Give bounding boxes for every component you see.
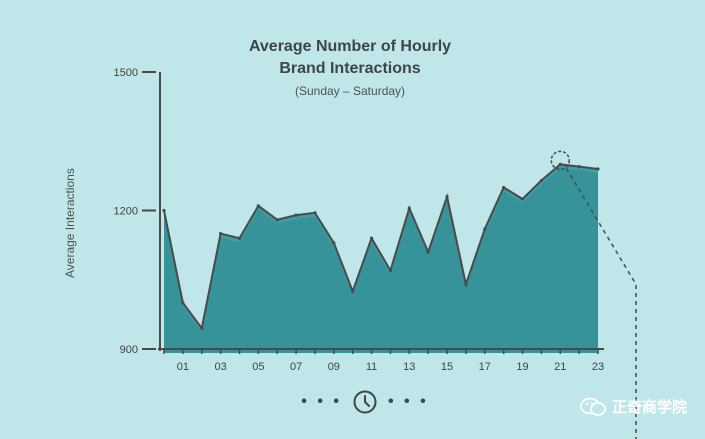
data-point-06 [275, 218, 279, 222]
y-axis-title: Average Interactions [63, 168, 77, 278]
wechat-icon [580, 397, 606, 416]
data-point-14 [426, 250, 430, 254]
data-point-11 [369, 236, 374, 240]
watermark-text: 正奇商学院 [611, 399, 687, 416]
data-point-12 [388, 268, 393, 273]
tick-layer: 900 1200 1500 01 03 05 07 09 11 13 15 17 19 21 23 [114, 67, 605, 373]
y-tick-label: 900 [120, 344, 138, 356]
data-point-00 [162, 208, 166, 213]
data-point-19 [520, 197, 525, 201]
highlight-circle [550, 150, 571, 171]
y-tick-label: 1200 [114, 206, 138, 218]
data-point-13 [407, 206, 411, 210]
chart-title: Average Number of Hourly Brand Interacti… [248, 38, 452, 77]
x-tick-label: 13 [403, 361, 415, 373]
x-tick-label: 21 [554, 361, 566, 373]
x-tick-label: 09 [328, 361, 340, 373]
y-tick-label: 1500 [114, 67, 138, 79]
data-point-22 [577, 165, 581, 169]
data-point-07 [294, 213, 298, 217]
clock-icon[interactable] [352, 389, 378, 415]
nav-dots-left: • • • [301, 393, 342, 410]
data-point-17 [483, 227, 487, 231]
data-point-02 [200, 326, 204, 330]
x-tick-label: 17 [479, 361, 491, 373]
data-point-23 [596, 167, 600, 171]
area-fill-shade [164, 168, 598, 353]
x-tick-label: 03 [214, 361, 226, 373]
data-point-16 [464, 282, 468, 286]
area-layer [162, 162, 600, 353]
data-point-21 [558, 162, 562, 166]
watermark: 正奇商学院 [580, 396, 687, 417]
x-tick-label: 23 [592, 361, 604, 373]
x-tick-label: 05 [252, 361, 264, 373]
data-point-09 [332, 241, 336, 245]
x-tick-label: 15 [441, 361, 453, 373]
data-point-05 [256, 204, 260, 208]
x-tick-label: 07 [290, 361, 302, 373]
data-point-01 [181, 301, 185, 305]
data-point-10 [351, 289, 355, 293]
chart-subtitle: (Sunday – Saturday) [294, 84, 406, 98]
nav-dots-right: • • • [388, 393, 429, 410]
series-line [163, 163, 599, 331]
data-point-20 [539, 178, 543, 183]
x-tick-label: 01 [177, 361, 189, 373]
data-point-18 [502, 185, 506, 190]
data-point-04 [237, 236, 242, 240]
highlight-layer [550, 150, 637, 439]
axis-layer [158, 72, 604, 351]
data-point-08 [313, 211, 317, 215]
x-tick-label: 19 [516, 361, 528, 373]
data-point-03 [219, 231, 223, 236]
time-navigation: • • • • • • [300, 388, 430, 416]
x-tick-label: 11 [366, 361, 377, 373]
data-point-15 [445, 195, 449, 199]
